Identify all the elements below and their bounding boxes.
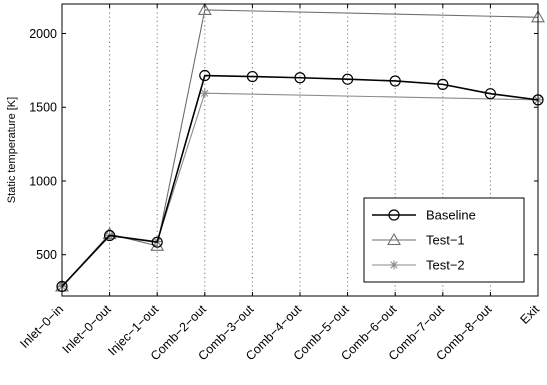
- x-tick-label: Exit: [517, 302, 542, 327]
- y-tick-label: 1000: [29, 174, 57, 188]
- data-point: [199, 69, 211, 82]
- data-point: [103, 229, 116, 242]
- legend-label: Baseline: [426, 208, 476, 223]
- data-point: [437, 78, 449, 90]
- y-tick-label: 2000: [29, 27, 57, 41]
- axis-ticks: Inlet−0−inInlet−0−outInjec−1−outComb−2−o…: [17, 4, 542, 363]
- legend-label: Test−1: [426, 233, 465, 248]
- data-point: [342, 73, 354, 85]
- series-lines: [55, 2, 545, 293]
- y-tick-label: 500: [36, 248, 57, 262]
- data-point: [484, 88, 496, 100]
- data-point: [389, 75, 401, 87]
- legend-marker: [388, 209, 400, 221]
- legend-marker: [389, 260, 399, 270]
- series-line: [61, 74, 539, 287]
- y-tick-label: 1500: [29, 101, 57, 115]
- data-point: [294, 72, 306, 84]
- legend: Baseline Test−1 Test−2: [363, 197, 525, 283]
- y-axis-label: Static temperature [K]: [6, 97, 18, 203]
- data-point: [150, 238, 165, 251]
- legend-marker: [387, 232, 401, 246]
- legend-label: Test−2: [426, 258, 465, 273]
- data-point: [200, 88, 210, 98]
- data-point: [197, 2, 212, 15]
- x-tick-label: Inlet−0−in: [17, 302, 66, 351]
- data-point: [246, 70, 258, 83]
- data-point: [151, 236, 163, 248]
